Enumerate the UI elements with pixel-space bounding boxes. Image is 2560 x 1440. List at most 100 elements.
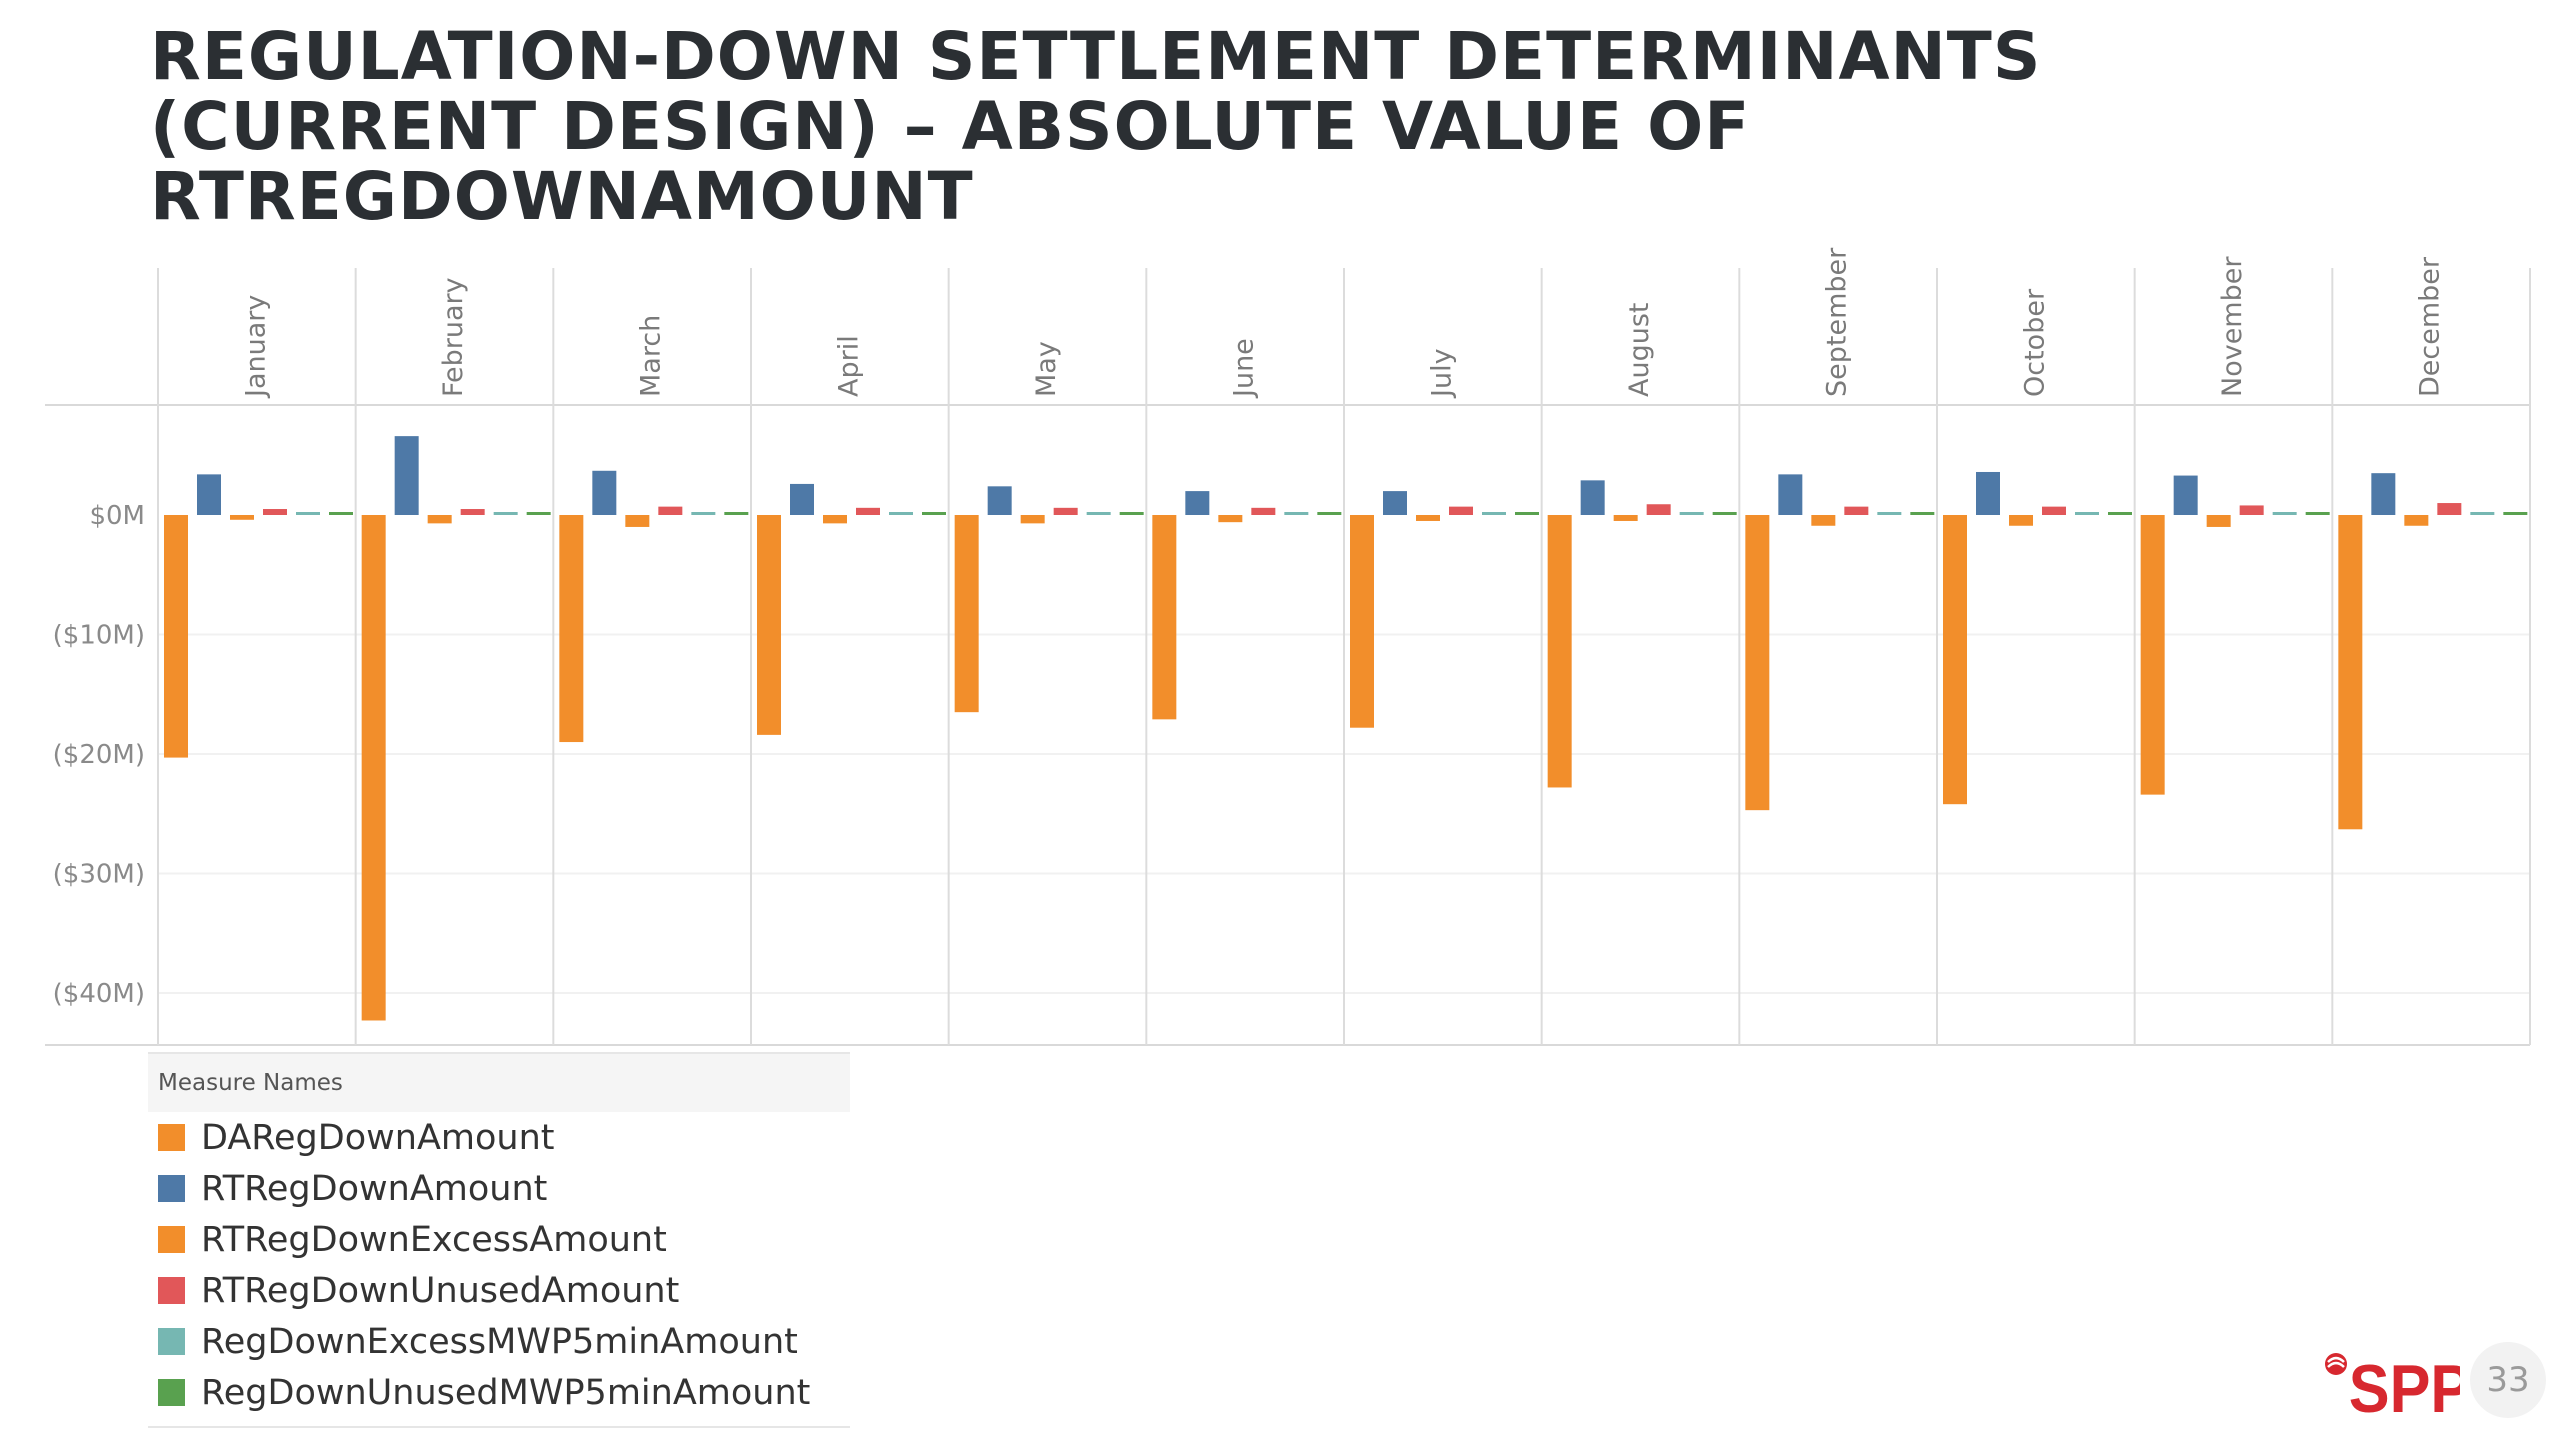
bar-rtregdownamount xyxy=(1383,491,1407,515)
legend-swatch xyxy=(158,1124,185,1151)
bar-rtregdownunusedamount xyxy=(1844,506,1869,515)
legend-swatch xyxy=(158,1175,185,1202)
bar-rtregdownamount xyxy=(592,470,617,515)
bar-rtregdownunusedamount xyxy=(1449,506,1473,515)
bar-rtregdownunusedamount xyxy=(1053,507,1078,515)
legend-label: DARegDownAmount xyxy=(201,1117,555,1158)
legend-item-reg-down-unused-mwp5min: RegDownUnusedMWP5minAmount xyxy=(148,1367,850,1418)
slide-title-line-3: RTREGDOWNAMOUNT xyxy=(150,158,974,235)
bar-rtregdownexcessamount xyxy=(1218,515,1243,523)
bar-regdownunusedmwp5minamount xyxy=(2503,512,2528,515)
bar-regdownunusedmwp5minamount xyxy=(1910,512,1935,515)
slide-title-line-1: REGULATION-DOWN SETTLEMENT DETERMINANTS xyxy=(150,18,2042,95)
bar-rtregdownunusedamount xyxy=(2437,503,2462,515)
legend-label: RegDownExcessMWP5minAmount xyxy=(201,1321,798,1362)
bar-regdownexcessmwp5minamount xyxy=(2470,512,2495,515)
bar-rtregdownunusedamount xyxy=(2239,505,2264,515)
slide-title-line-2: (CURRENT DESIGN) – ABSOLUTE VALUE OF xyxy=(150,88,1751,165)
bar-daregdownamount xyxy=(1745,515,1770,811)
bar-rtregdownamount xyxy=(1580,480,1605,515)
bar-regdownexcessmwp5minamount xyxy=(296,512,320,515)
bar-rtregdownamount xyxy=(790,483,814,515)
legend-item-da-reg-down: DARegDownAmount xyxy=(148,1112,850,1163)
bar-rtregdownexcessamount xyxy=(427,515,452,524)
chart-gridlines xyxy=(45,268,2531,1046)
month-label: January xyxy=(240,295,271,399)
bar-regdownexcessmwp5minamount xyxy=(1482,512,1506,515)
legend-swatch xyxy=(158,1226,185,1253)
bar-daregdownamount xyxy=(1943,515,1967,805)
bar-rtregdownamount xyxy=(2173,475,2198,515)
legend-label: RTRegDownAmount xyxy=(201,1168,548,1209)
legend-label: RegDownUnusedMWP5minAmount xyxy=(201,1372,811,1413)
bar-chart: January February March April May June July Augu… xyxy=(45,247,2531,1046)
bar-regdownunusedmwp5minamount xyxy=(1119,512,1144,515)
bar-rtregdownexcessamount xyxy=(625,515,650,527)
bar-daregdownamount xyxy=(1152,515,1177,720)
y-tick-label: ($40M) xyxy=(53,979,145,1009)
legend-label: RTRegDownExcessAmount xyxy=(201,1219,667,1260)
bar-regdownunusedmwp5minamount xyxy=(724,512,749,515)
bar-rtregdownexcessamount xyxy=(1416,515,1440,521)
bar-rtregdownexcessamount xyxy=(1811,515,1836,526)
slide-title: REGULATION-DOWN SETTLEMENT DETERMINANTS … xyxy=(150,22,2450,232)
bar-regdownunusedmwp5minamount xyxy=(526,512,551,515)
bar-rtregdownamount xyxy=(197,474,221,515)
bar-daregdownamount xyxy=(757,515,781,735)
bar-daregdownamount xyxy=(361,515,386,1021)
bar-daregdownamount xyxy=(2338,515,2363,830)
bar-rtregdownunusedamount xyxy=(856,507,880,515)
legend-item-rt-reg-down-unused: RTRegDownUnusedAmount xyxy=(148,1265,850,1316)
legend-item-rt-reg-down-excess: RTRegDownExcessAmount xyxy=(148,1214,850,1265)
bar-regdownexcessmwp5minamount xyxy=(1679,512,1704,515)
y-axis: $0M ($10M) ($20M) ($30M) ($40M) xyxy=(53,501,145,1009)
spp-logo: SPP xyxy=(2325,1350,2460,1422)
month-label: December xyxy=(2415,256,2446,397)
bar-regdownexcessmwp5minamount xyxy=(889,512,913,515)
month-label: October xyxy=(2019,288,2050,397)
bar-regdownunusedmwp5minamount xyxy=(1317,512,1342,515)
bar-daregdownamount xyxy=(2140,515,2165,795)
bar-rtregdownunusedamount xyxy=(2042,506,2066,515)
bar-rtregdownexcessamount xyxy=(1613,515,1638,521)
month-label: September xyxy=(1822,247,1853,397)
bar-regdownexcessmwp5minamount xyxy=(2272,512,2297,515)
legend-title: Measure Names xyxy=(148,1054,850,1112)
bar-rtregdownunusedamount xyxy=(1646,504,1671,515)
spp-logo-mark-icon xyxy=(2325,1353,2347,1375)
month-label: June xyxy=(1229,338,1260,399)
bar-rtregdownamount xyxy=(1976,471,2000,515)
bar-rtregdownexcessamount xyxy=(823,515,847,524)
bar-regdownunusedmwp5minamount xyxy=(2305,512,2330,515)
bar-rtregdownunusedamount xyxy=(460,509,485,515)
bar-regdownexcessmwp5minamount xyxy=(1284,512,1309,515)
legend-list: DARegDownAmount RTRegDownAmount RTRegDow… xyxy=(148,1112,850,1418)
bar-regdownexcessmwp5minamount xyxy=(493,512,518,515)
spp-logo-text: SPP xyxy=(2349,1350,2460,1422)
bar-regdownexcessmwp5minamount xyxy=(1086,512,1111,515)
bar-regdownunusedmwp5minamount xyxy=(1712,512,1737,515)
month-header-row: January February March April May June July Augu… xyxy=(240,247,2445,399)
month-label: November xyxy=(2217,256,2248,397)
month-label: March xyxy=(636,315,667,397)
bar-daregdownamount xyxy=(1547,515,1572,788)
bar-rtregdownexcessamount xyxy=(2009,515,2033,526)
bar-rtregdownamount xyxy=(394,436,419,515)
bar-rtregdownexcessamount xyxy=(2206,515,2231,527)
bar-rtregdownunusedamount xyxy=(658,506,683,515)
bar-rtregdownunusedamount xyxy=(263,509,287,515)
y-tick-label: $0M xyxy=(89,501,145,531)
bar-rtregdownexcessamount xyxy=(230,515,254,520)
month-label: July xyxy=(1426,348,1457,399)
legend-swatch xyxy=(158,1328,185,1355)
bar-regdownunusedmwp5minamount xyxy=(1515,512,1539,515)
legend-swatch xyxy=(158,1379,185,1406)
bar-regdownexcessmwp5minamount xyxy=(2075,512,2099,515)
bar-daregdownamount xyxy=(559,515,584,743)
bar-rtregdownexcessamount xyxy=(2404,515,2429,526)
month-label: April xyxy=(833,335,864,397)
bar-regdownunusedmwp5minamount xyxy=(329,512,353,515)
bar-daregdownamount xyxy=(164,515,188,758)
y-tick-label: ($30M) xyxy=(53,860,145,890)
y-tick-label: ($10M) xyxy=(53,621,145,651)
